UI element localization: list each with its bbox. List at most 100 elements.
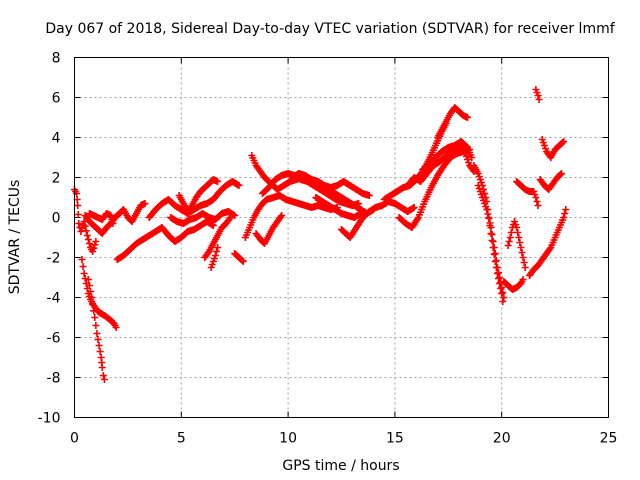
data-point <box>520 259 528 266</box>
data-point <box>487 230 495 237</box>
series-trace-5 <box>85 210 117 227</box>
data-point <box>532 194 540 201</box>
series-trace-29 <box>513 178 542 209</box>
data-point <box>226 214 234 221</box>
data-point <box>514 229 522 236</box>
data-point <box>488 237 496 244</box>
data-point <box>493 270 501 277</box>
series-trace-2 <box>78 256 120 331</box>
data-point <box>235 182 243 189</box>
data-point <box>468 154 476 161</box>
data-point <box>365 192 373 199</box>
data-point <box>93 330 101 337</box>
data-point <box>521 264 529 271</box>
data-point <box>81 275 89 282</box>
y-tick-label: 8 <box>52 51 61 67</box>
data-point <box>484 210 492 218</box>
data-point <box>74 211 82 218</box>
data-point <box>481 190 489 197</box>
y-tick-label: -4 <box>47 291 61 307</box>
data-point <box>85 282 93 289</box>
series-trace-1 <box>71 186 100 255</box>
data-point <box>494 275 502 282</box>
x-tick-label: 20 <box>493 431 511 447</box>
data-point <box>534 202 542 209</box>
data-point <box>74 202 82 209</box>
data-point <box>88 294 96 301</box>
data-point <box>561 210 569 217</box>
data-point <box>546 245 554 253</box>
data-point <box>211 252 219 259</box>
series-trace-6 <box>113 218 217 263</box>
y-tick-label: -6 <box>47 331 61 347</box>
data-point <box>535 96 543 103</box>
data-point <box>486 219 494 227</box>
data-point <box>487 224 495 231</box>
data-point <box>90 307 98 315</box>
data-point <box>485 215 493 222</box>
series-trace-26 <box>474 182 508 301</box>
y-tick-label: -2 <box>47 251 61 267</box>
series-trace-10 <box>201 214 234 261</box>
data-point <box>489 238 497 245</box>
data-point <box>239 258 247 265</box>
series-trace-24 <box>419 138 476 173</box>
data-point <box>85 240 93 247</box>
data-point <box>560 138 568 145</box>
data-point <box>498 290 506 297</box>
data-point <box>91 241 99 249</box>
data-point <box>278 212 286 219</box>
data-point <box>494 269 502 276</box>
data-point <box>496 280 504 287</box>
y-tick-label: 0 <box>52 211 61 227</box>
series-trace-12 <box>231 250 247 265</box>
data-point <box>507 229 515 236</box>
data-point <box>491 258 499 265</box>
data-point <box>209 222 217 229</box>
data-point <box>89 248 97 255</box>
series-trace-28 <box>504 218 529 271</box>
data-point <box>515 234 523 241</box>
data-point <box>483 206 491 213</box>
data-point <box>83 232 91 239</box>
data-point <box>213 248 221 255</box>
series-trace-23 <box>434 104 472 141</box>
y-axis-label: SDTVAR / TECUs <box>7 180 23 295</box>
x-tick-label: 10 <box>279 431 297 447</box>
data-point <box>82 227 90 235</box>
data-point <box>562 206 570 213</box>
y-tick-label: 2 <box>52 171 61 187</box>
data-point <box>87 288 95 295</box>
data-point <box>490 244 498 251</box>
data-point <box>92 238 100 245</box>
data-point <box>505 238 513 245</box>
data-point <box>506 234 514 241</box>
series-trace-30 <box>525 206 570 279</box>
data-point <box>109 220 117 227</box>
data-point <box>518 249 526 256</box>
data-point <box>214 178 222 185</box>
series-trace-31 <box>532 86 543 103</box>
data-point <box>100 376 108 383</box>
data-point <box>499 289 507 296</box>
data-point <box>533 198 541 205</box>
y-tick-label: 6 <box>52 91 61 107</box>
data-point <box>84 276 92 283</box>
data-point <box>558 170 566 177</box>
data-point <box>91 314 99 321</box>
data-point <box>355 200 363 207</box>
data-point <box>410 204 418 211</box>
series-trace-19 <box>338 198 418 241</box>
data-point <box>499 298 507 305</box>
series-trace-4 <box>81 200 149 237</box>
data-point <box>504 242 512 249</box>
data-point <box>89 300 97 308</box>
data-point <box>519 276 527 283</box>
data-point <box>238 257 246 264</box>
data-point <box>492 257 500 264</box>
data-point <box>464 114 472 121</box>
data-point <box>112 324 120 331</box>
chart-title: Day 067 of 2018, Sidereal Day-to-day VTE… <box>45 21 615 37</box>
data-point <box>491 250 499 257</box>
data-point <box>277 213 285 221</box>
